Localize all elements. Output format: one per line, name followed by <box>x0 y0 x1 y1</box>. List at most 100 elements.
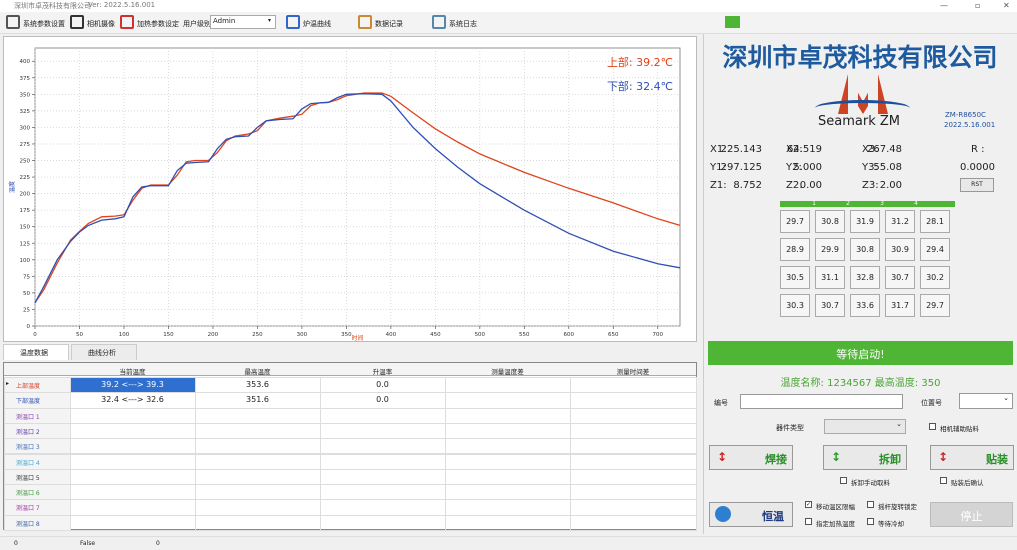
coord-value: 5.000 <box>793 162 822 173</box>
column-header: 最高温度 <box>244 368 271 376</box>
number-input[interactable] <box>740 394 903 409</box>
table-cell <box>570 484 697 501</box>
row-label: 测温口 7 <box>16 505 40 513</box>
model: ZM-R8650C <box>945 111 986 119</box>
zone-button[interactable] <box>885 210 915 233</box>
table-cell <box>570 407 697 424</box>
tab[interactable] <box>3 344 69 360</box>
table-cell <box>195 499 321 516</box>
zone-button[interactable] <box>850 210 880 233</box>
y-tick-label: 225 <box>20 175 31 181</box>
window-button[interactable]: — <box>940 1 948 10</box>
stop-label: 停止 <box>960 510 983 523</box>
table-cell <box>320 438 446 455</box>
position-select[interactable]: ⌄ <box>959 393 1013 409</box>
cell-value: 353.6 <box>246 380 269 389</box>
button-label: 焊接 <box>765 453 787 466</box>
table-cell <box>445 484 571 501</box>
toolbar-label: 加热参数设定 <box>137 20 179 28</box>
device-type-select[interactable]: ⌄ <box>824 419 906 434</box>
company-name: 深圳市卓茂科技有限公司 <box>722 43 998 72</box>
y-tick-label: 25 <box>23 307 30 313</box>
zone-button[interactable] <box>885 266 915 289</box>
row-label: 测温口 2 <box>16 428 40 436</box>
column-header: 当前温度 <box>119 368 146 376</box>
cell-value: 39.2 <---> 39.3 <box>101 380 164 389</box>
coord-label: Z2: <box>786 180 803 191</box>
row-label: 测温口 6 <box>16 490 40 498</box>
coord-label: X1: <box>710 144 727 155</box>
checkbox[interactable] <box>840 477 847 484</box>
zone-button[interactable] <box>920 210 950 233</box>
zone-button[interactable] <box>850 266 880 289</box>
checkbox[interactable]: ✓ <box>805 501 812 508</box>
checkbox[interactable] <box>929 423 936 430</box>
checkbox[interactable] <box>940 477 947 484</box>
table-cell <box>195 514 321 531</box>
zone-button[interactable] <box>780 266 810 289</box>
y-tick-label: 75 <box>23 274 30 280</box>
cell-value: 0.0 <box>376 380 389 389</box>
coord-label: Y1: <box>710 162 726 173</box>
table-cell <box>570 453 697 470</box>
row-label: 测温口 3 <box>16 444 40 452</box>
y-tick-label: 100 <box>20 258 31 264</box>
zone-value: 28.1 <box>926 217 944 226</box>
zone-button[interactable] <box>780 210 810 233</box>
cell-value: 351.6 <box>246 395 269 405</box>
zone-button[interactable] <box>885 238 915 261</box>
column-header: 测量温度差 <box>491 368 524 376</box>
table-cell <box>70 453 196 470</box>
tab-label: 曲线分析 <box>88 349 116 357</box>
zone-button[interactable] <box>920 238 950 261</box>
y-tick-label: 50 <box>23 291 30 297</box>
checkbox[interactable] <box>867 518 874 525</box>
action-button[interactable] <box>709 445 793 470</box>
zone-button[interactable] <box>815 238 845 261</box>
stop-button[interactable] <box>930 502 1013 527</box>
checkbox[interactable] <box>867 501 874 508</box>
user-level-select[interactable] <box>210 15 276 29</box>
zone-value: 30.5 <box>786 273 804 282</box>
button-icon: ↕ <box>717 450 728 464</box>
zone-button[interactable] <box>815 266 845 289</box>
coord-label: X2: <box>786 144 803 155</box>
table-cell <box>320 468 446 486</box>
zone-button[interactable] <box>885 294 915 317</box>
toolbar-label: 数据记录 <box>375 20 403 28</box>
zone-value: 30.7 <box>821 301 839 310</box>
zone-button[interactable] <box>920 266 950 289</box>
zone-value: 31.7 <box>891 301 909 310</box>
action-button[interactable] <box>823 445 907 470</box>
y-tick-label: 125 <box>20 241 31 247</box>
zone-button[interactable] <box>780 294 810 317</box>
zone-button[interactable] <box>815 294 845 317</box>
zone-value: 31.1 <box>821 273 839 282</box>
tab[interactable] <box>71 344 137 360</box>
zone-button[interactable] <box>920 294 950 317</box>
zone-button[interactable] <box>815 210 845 233</box>
logo-text: Seamark ZM <box>818 114 900 129</box>
window-button[interactable]: ✕ <box>1003 1 1010 10</box>
table-cell <box>445 392 571 409</box>
checkbox[interactable] <box>805 518 812 525</box>
column-header: 测量时间差 <box>616 368 650 376</box>
table-cell <box>70 407 196 424</box>
toolbar-icon <box>432 15 446 29</box>
action-button[interactable] <box>930 445 1014 470</box>
rst-button[interactable] <box>960 178 994 192</box>
zone-button[interactable] <box>850 294 880 317</box>
checkbox-label: 指定加热温度 <box>816 520 855 528</box>
annotation: 上部: 39.2℃ <box>607 55 673 69</box>
table-cell <box>445 468 571 486</box>
window-button[interactable]: ▫ <box>975 1 981 10</box>
version: Ver: 2022.5.16.001 <box>88 1 156 9</box>
constant-label: 恒温 <box>762 510 784 523</box>
zone-button[interactable] <box>850 238 880 261</box>
table-cell <box>320 484 446 501</box>
y-tick-label: 325 <box>20 109 31 115</box>
zone-button[interactable] <box>780 238 810 261</box>
grid-header-bar <box>780 201 955 207</box>
table-cell <box>570 514 697 531</box>
row-pointer: ▸ <box>6 380 10 387</box>
